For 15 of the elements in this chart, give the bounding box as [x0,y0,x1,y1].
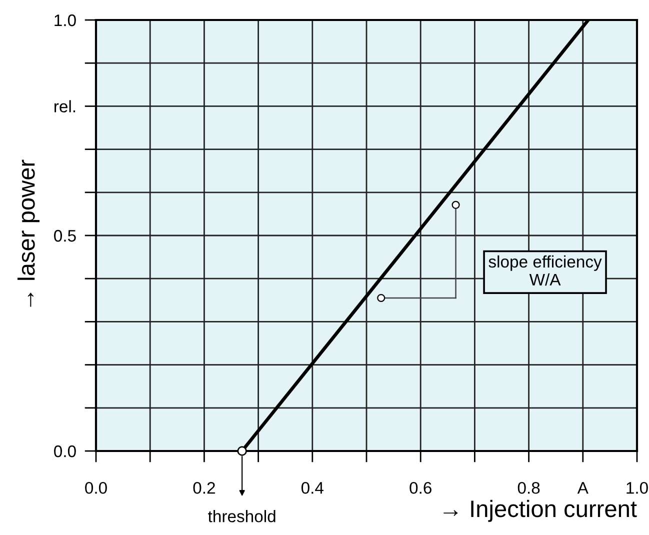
annotation: slope efficiency W/A [488,255,602,286]
x-tick-label: 1.0 [626,482,648,494]
x-tick-label: 0.0 [85,482,107,494]
x-tick-label: 0.8 [518,482,540,494]
x-tick-label: A [577,482,588,494]
x-axis-title: → Injection current [444,500,637,522]
y-tick-label: 0.5 [54,230,76,242]
y-tick-label: 0.0 [54,445,76,458]
annotation: threshold [208,510,276,522]
x-tick-label: 0.4 [301,482,324,494]
y-tick-label: 1.0 [54,14,76,26]
y-axis-title: → laser power [17,160,40,307]
x-tick-label: 0.6 [410,482,432,494]
x-tick-label: 0.2 [193,482,215,494]
y-tick-label: rel. [54,100,76,112]
